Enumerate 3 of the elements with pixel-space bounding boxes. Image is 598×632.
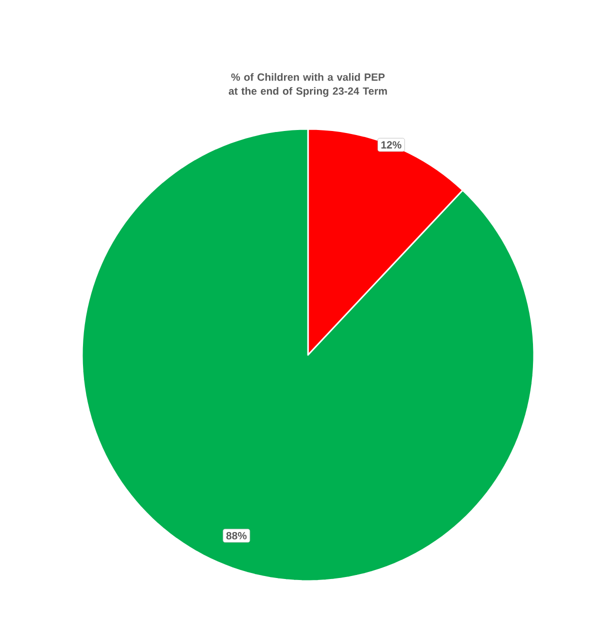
- data-label: 12%: [381, 141, 402, 149]
- chart-title: % of Children with a valid PEP at the end of Spring 23-24 Term: [228, 73, 387, 97]
- data-label: 88%: [226, 532, 247, 540]
